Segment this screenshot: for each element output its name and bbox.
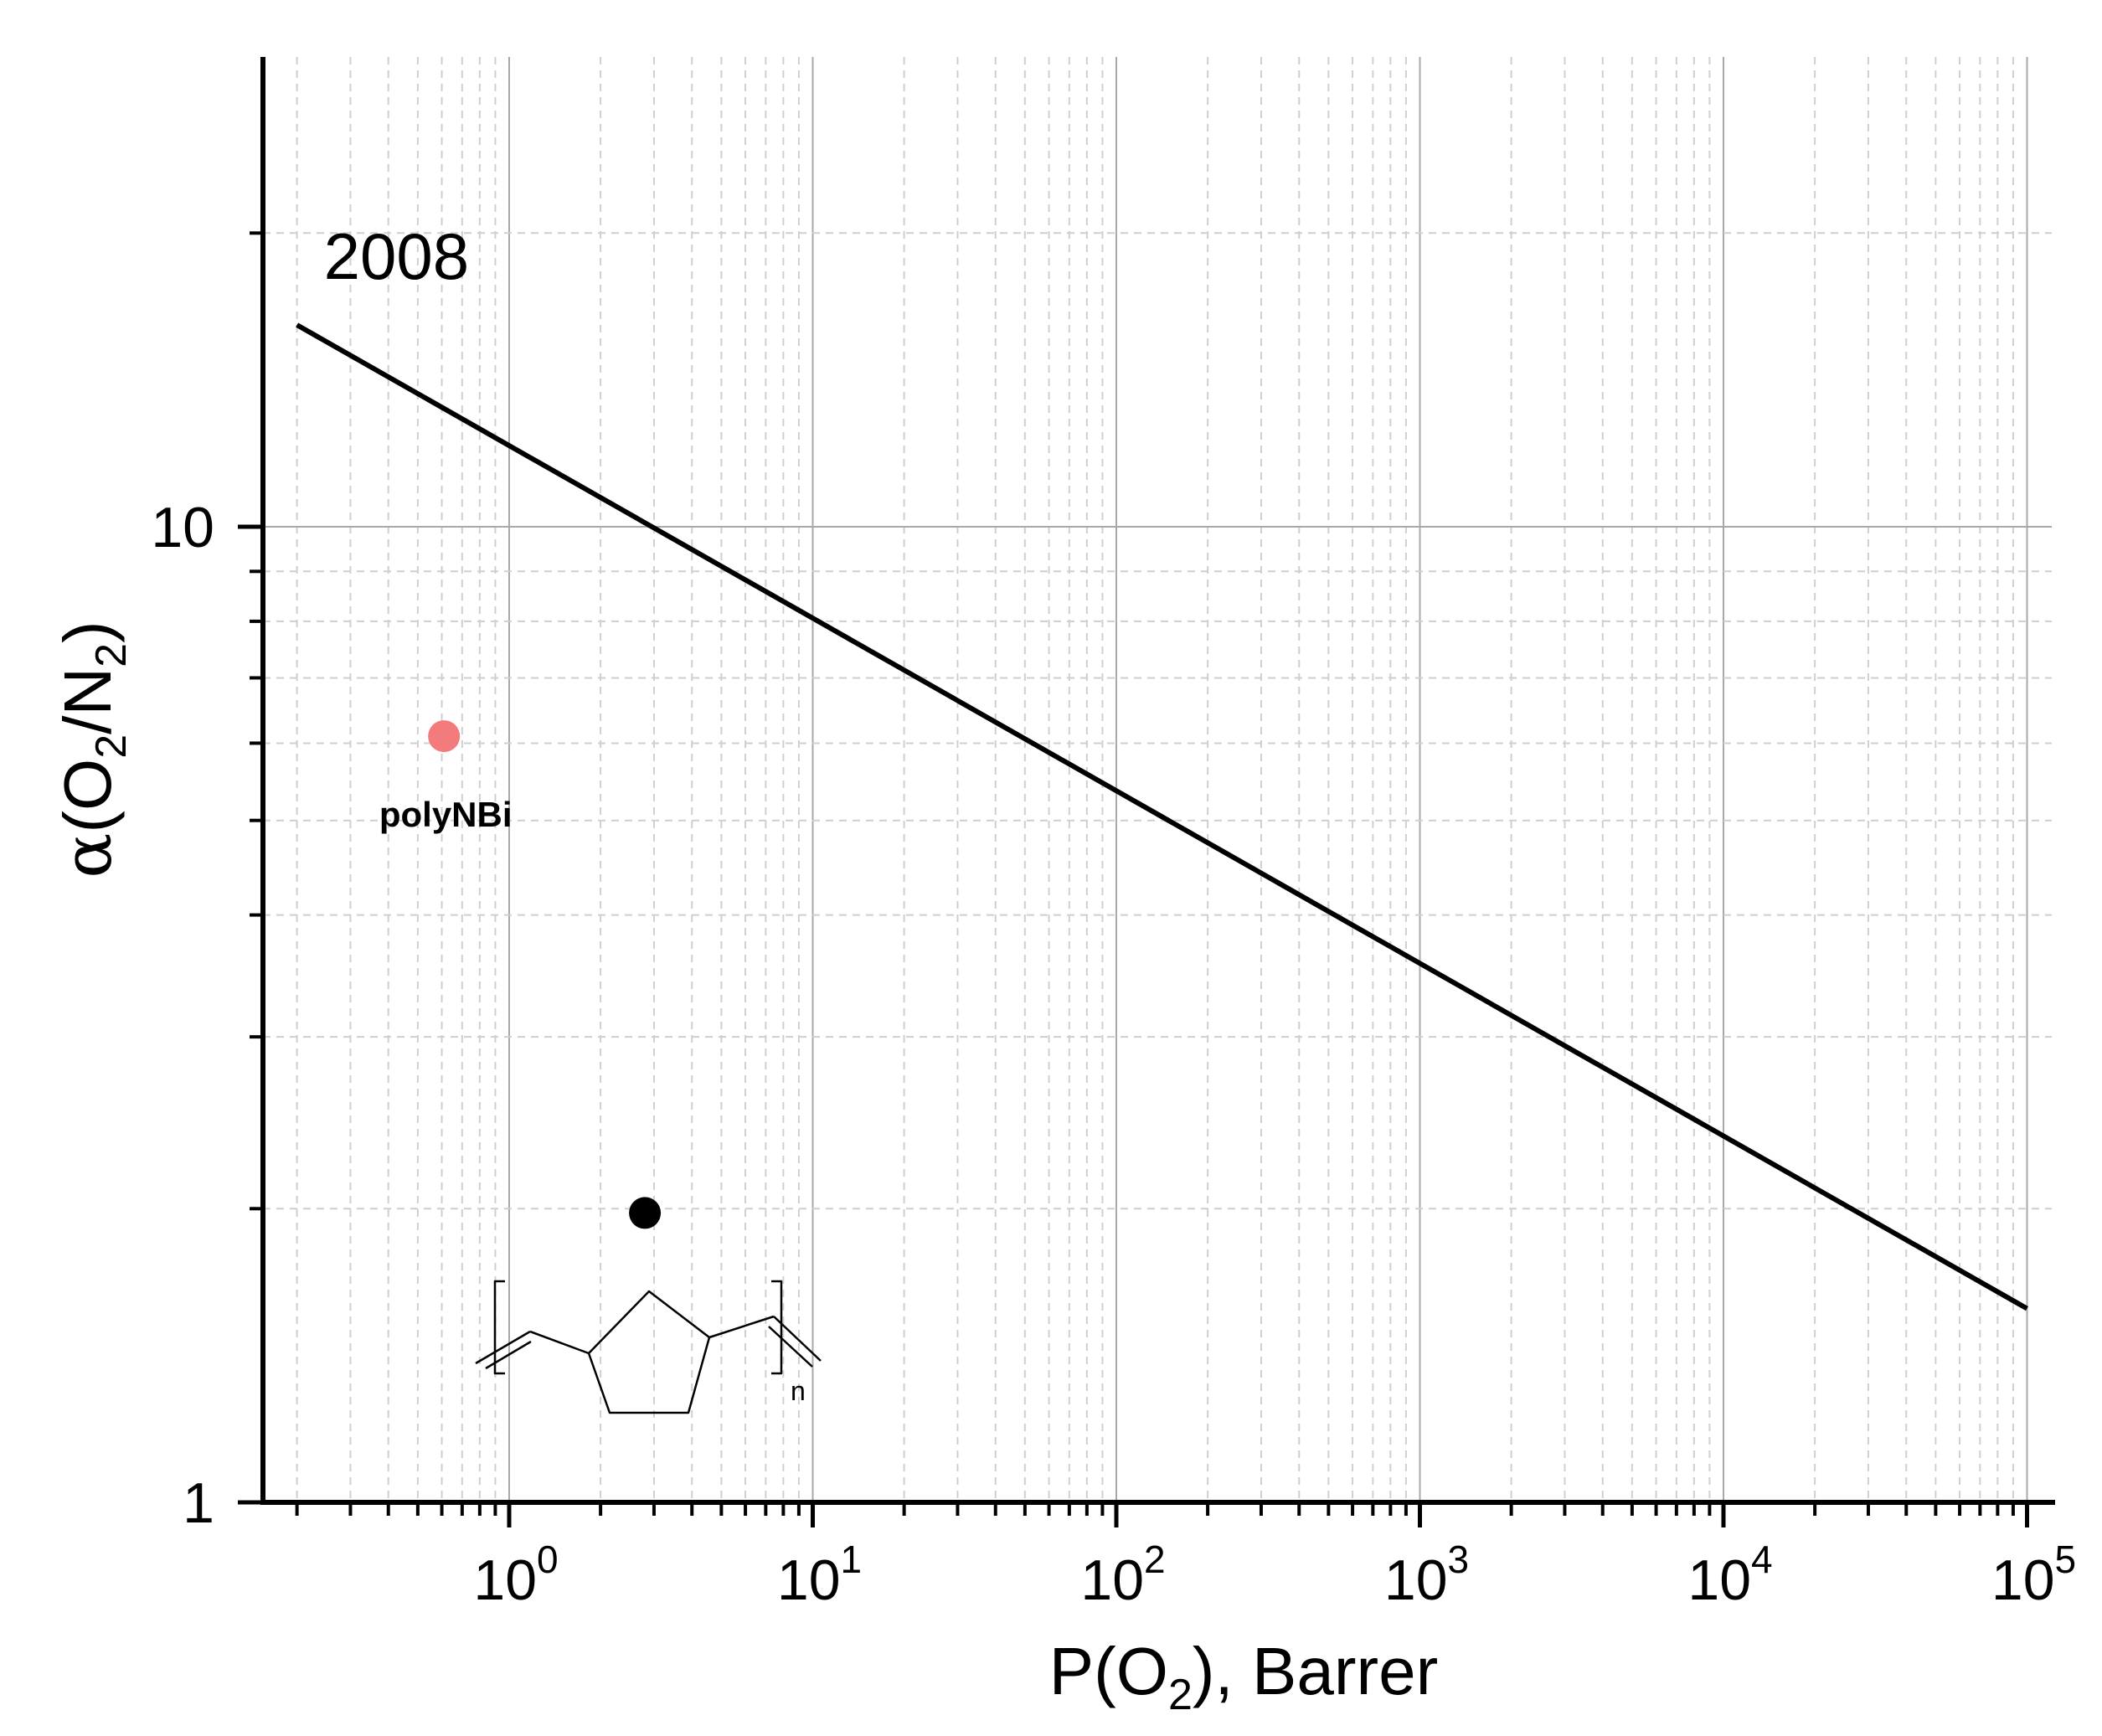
x-tick-exponent: 2 bbox=[1144, 1538, 1166, 1581]
x-tick-base: 10 bbox=[1384, 1548, 1448, 1612]
y-axis-title-slash: /N bbox=[50, 667, 125, 734]
y-tick-label: 1 bbox=[183, 1471, 214, 1535]
structure-left-double-bond-a bbox=[475, 1330, 531, 1365]
data-points: polyNBi bbox=[379, 720, 662, 1229]
structure-left-bond bbox=[529, 1330, 590, 1355]
structure-right-bond bbox=[708, 1315, 775, 1339]
x-tick-label: 102 bbox=[1080, 1538, 1165, 1612]
y-axis-title-subscript-1: 2 bbox=[87, 734, 136, 759]
structure-repeat-subscript: n bbox=[791, 1376, 806, 1406]
y-tick-label: 10 bbox=[151, 496, 214, 559]
x-tick-label: 105 bbox=[1991, 1538, 2076, 1612]
data-point bbox=[629, 1197, 662, 1229]
ticks bbox=[238, 231, 2029, 1527]
chemical-structure: n bbox=[475, 1280, 822, 1414]
x-tick-label: 103 bbox=[1384, 1538, 1469, 1612]
structure-right-bracket bbox=[771, 1280, 783, 1375]
x-tick-exponent: 0 bbox=[537, 1538, 559, 1581]
x-tick-base: 10 bbox=[777, 1548, 841, 1612]
structure-ring bbox=[587, 1290, 711, 1414]
axes bbox=[260, 57, 2055, 1505]
data-point-label: polyNBi bbox=[379, 795, 513, 834]
x-axis-title-tail: ), Barrer bbox=[1193, 1634, 1438, 1708]
upper-bound-line bbox=[296, 322, 2028, 1311]
y-axis-title-close: ) bbox=[50, 621, 125, 643]
y-axis-title-open: (O bbox=[50, 759, 125, 833]
upper-bound-group: 2008 bbox=[296, 219, 2028, 1311]
structure-left-double-bond-b bbox=[485, 1340, 532, 1370]
x-tick-exponent: 3 bbox=[1448, 1538, 1470, 1581]
x-tick-base: 10 bbox=[473, 1548, 537, 1612]
structure-left-bracket bbox=[493, 1280, 505, 1375]
x-tick-label: 101 bbox=[777, 1538, 862, 1612]
x-tick-label: 104 bbox=[1687, 1538, 1772, 1612]
upper-bound-label: 2008 bbox=[324, 219, 470, 293]
x-tick-label: 100 bbox=[473, 1538, 558, 1612]
y-axis-title-alpha: α bbox=[49, 833, 126, 878]
x-tick-exponent: 5 bbox=[2055, 1538, 2077, 1581]
x-axis-title: P(O2), Barrer bbox=[1049, 1634, 1439, 1719]
structure-right-double-bond-b bbox=[768, 1326, 813, 1368]
grid bbox=[263, 57, 2052, 1502]
x-tick-exponent: 4 bbox=[1751, 1538, 1773, 1581]
data-point bbox=[428, 720, 461, 753]
x-axis-title-subscript: 2 bbox=[1168, 1671, 1193, 1719]
x-tick-base: 10 bbox=[1687, 1548, 1751, 1612]
x-tick-base: 10 bbox=[1080, 1548, 1144, 1612]
x-tick-exponent: 1 bbox=[841, 1538, 863, 1581]
x-tick-base: 10 bbox=[1991, 1548, 2055, 1612]
x-axis-title-base: P(O bbox=[1049, 1634, 1168, 1708]
y-axis-title-subscript-2: 2 bbox=[87, 643, 136, 667]
y-axis-title: α(O2/N2) bbox=[49, 621, 136, 878]
